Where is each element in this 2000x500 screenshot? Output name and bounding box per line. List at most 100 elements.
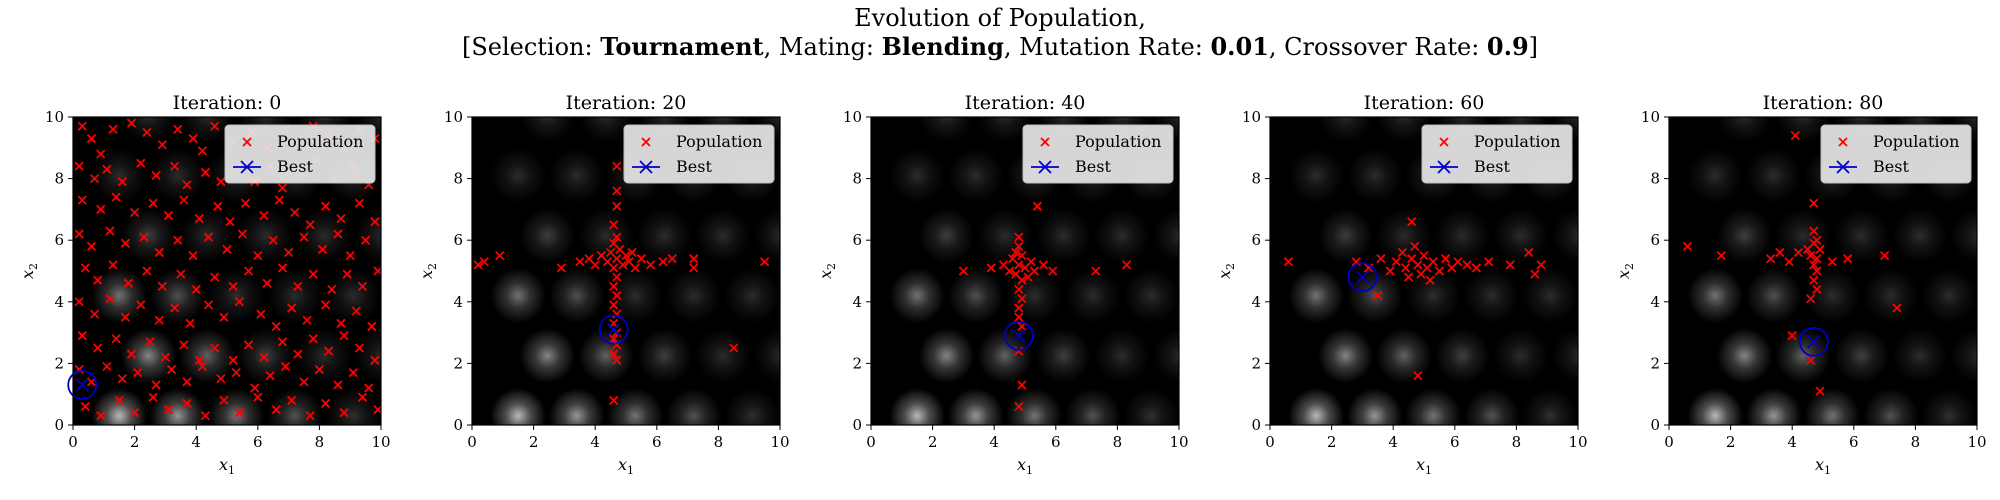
- population-point: [182, 180, 192, 190]
- landscape-peak: [1746, 267, 1802, 324]
- population-point: [1385, 266, 1395, 276]
- landscape-peak: [1347, 388, 1403, 425]
- landscape-peak: [1950, 207, 1977, 264]
- landscape-peak: [1376, 117, 1432, 144]
- landscape-peak: [1746, 388, 1802, 425]
- population-point: [210, 121, 220, 131]
- population-point: [354, 343, 365, 353]
- population-point: [370, 355, 380, 365]
- landscape-peak: [354, 328, 381, 384]
- landscape-peak: [1376, 327, 1432, 384]
- population-point: [1048, 266, 1058, 276]
- population-point: [612, 186, 622, 196]
- y-tick-label: 0: [1650, 416, 1660, 434]
- x-tick-label: 2: [1726, 433, 1736, 451]
- y-tick-label: 2: [1650, 354, 1660, 372]
- population-point: [163, 210, 174, 221]
- population-point: [231, 368, 241, 378]
- population-point: [117, 374, 127, 384]
- y-tick-label: 4: [54, 293, 64, 311]
- x-tick-label: 6: [1849, 433, 1859, 451]
- population-point: [197, 361, 207, 372]
- x-tick-label: 4: [1787, 433, 1797, 451]
- y-tick-label: 10: [45, 108, 64, 126]
- figure-title: Evolution of Population,: [854, 4, 1146, 32]
- population-point: [1038, 260, 1049, 270]
- landscape-peak: [150, 147, 206, 204]
- x-tick-label: 10: [1967, 433, 1986, 451]
- legend: Population Best: [224, 124, 376, 184]
- crossover-label: , Crossover Rate:: [1268, 33, 1487, 61]
- population-point: [222, 244, 232, 255]
- population-point: [148, 198, 158, 208]
- population-point: [689, 254, 699, 264]
- landscape-peak: [1094, 207, 1150, 264]
- population-point: [105, 294, 115, 304]
- population-point: [259, 210, 269, 221]
- landscape-peak: [490, 267, 546, 324]
- population-point: [1017, 275, 1027, 285]
- y-tick-label: 10: [1242, 108, 1261, 126]
- population-point: [111, 334, 121, 344]
- population-point: [256, 309, 266, 319]
- population-point: [129, 207, 140, 218]
- population-point: [367, 321, 377, 332]
- legend-population-label: Population: [1474, 132, 1560, 151]
- y-axis-label: x2: [417, 263, 439, 279]
- legend-best-label: Best: [1474, 157, 1510, 176]
- population-point: [203, 232, 214, 242]
- landscape-peak: [1551, 207, 1578, 264]
- landscape-peak: [636, 207, 693, 264]
- plot-frame: [1668, 116, 1978, 426]
- x-tick-label: 2: [928, 433, 938, 451]
- population-point: [320, 398, 331, 409]
- population-point: [1843, 254, 1853, 264]
- landscape-peak: [549, 147, 605, 204]
- legend-population-marker: [1439, 137, 1449, 147]
- population-point: [253, 392, 263, 402]
- population-point: [1407, 217, 1417, 227]
- population-point: [154, 247, 164, 258]
- x-tick-label: 0: [467, 433, 477, 451]
- y-tick-label: 0: [1251, 416, 1261, 434]
- y-axis-label-subscript: 2: [1623, 263, 1636, 270]
- landscape-peak: [1317, 207, 1374, 264]
- landscape-peak: [724, 267, 780, 324]
- landscape-peak: [1716, 327, 1773, 384]
- population-point: [590, 260, 600, 270]
- population-point: [74, 229, 84, 239]
- mating-value: Blending: [881, 32, 1004, 61]
- population-point: [126, 349, 137, 359]
- population-point: [166, 364, 177, 375]
- landscape-peak: [1035, 207, 1092, 264]
- population-point: [1784, 257, 1794, 267]
- population-point: [145, 337, 155, 347]
- population-point: [759, 257, 770, 267]
- landscape-peak: [1833, 207, 1890, 264]
- population-point: [1812, 235, 1822, 245]
- x-tick-label: 10: [1568, 433, 1587, 451]
- landscape-peak: [889, 388, 945, 425]
- landscape-peak: [325, 267, 381, 324]
- population-point: [1827, 257, 1837, 267]
- legend-best-label: Best: [277, 157, 313, 176]
- population-point: [630, 263, 640, 273]
- plot-frame: [870, 116, 1180, 426]
- population-point: [339, 331, 349, 341]
- population-point: [1775, 247, 1785, 258]
- population-point: [188, 133, 198, 144]
- population-point: [1440, 254, 1451, 264]
- population-point: [210, 343, 220, 353]
- population-point: [612, 161, 622, 171]
- legend-box: [623, 124, 775, 184]
- population-point: [93, 343, 103, 353]
- legend-box: [1421, 124, 1573, 184]
- x-tick-label: 2: [130, 433, 140, 451]
- x-tick-label: 2: [529, 433, 539, 451]
- population-point: [157, 281, 167, 292]
- best-circle: [1798, 326, 1829, 357]
- population-point: [1806, 294, 1816, 304]
- population-point: [179, 340, 189, 350]
- best-cross: [1807, 335, 1821, 349]
- landscape-peak: [354, 207, 381, 264]
